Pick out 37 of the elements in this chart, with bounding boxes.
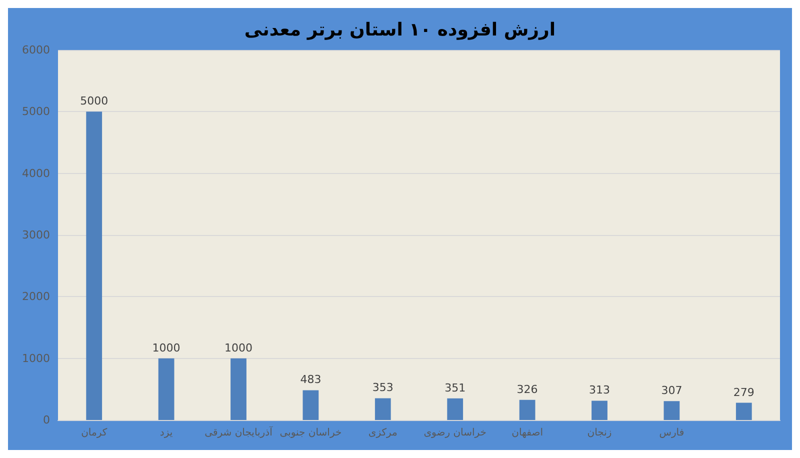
x-tick-label: مرکزی (368, 428, 398, 438)
data-label: 1000 (152, 341, 180, 354)
data-label: 313 (589, 384, 610, 397)
x-tick-label: فارس (659, 428, 684, 438)
data-label: 307 (661, 384, 682, 398)
data-label: 1000 (224, 341, 252, 354)
bar (86, 112, 102, 420)
y-tick-label: 3000 (22, 228, 50, 242)
chart-title: ارزش افزوده ۱۰ استان برتر معدنی (244, 20, 556, 40)
bar (230, 358, 246, 420)
bar (447, 398, 464, 420)
x-tick-label: خراسان رضوی (424, 428, 486, 438)
data-label: 279 (733, 386, 754, 399)
y-tick-label: 1000 (22, 352, 50, 365)
bar (302, 390, 319, 420)
data-label: 351 (444, 381, 466, 394)
x-tick-label: خراسان جنوبی (280, 428, 342, 438)
x-tick-label: اصفهان (512, 428, 543, 438)
bar (664, 401, 680, 420)
y-tick-label: 4000 (22, 166, 50, 180)
bar (519, 400, 536, 420)
data-label: 326 (516, 382, 538, 396)
x-tick-label: زنجان (587, 428, 612, 438)
x-tick-label: یزد (160, 428, 173, 438)
x-tick-label: آذربایجان شرقی (204, 426, 274, 438)
bar (374, 398, 391, 420)
bar (158, 358, 174, 420)
data-label: 5000 (80, 94, 108, 108)
bar (736, 402, 752, 420)
x-tick-label: کرمان (81, 428, 108, 438)
bar (592, 400, 608, 420)
y-tick-label: 5000 (22, 105, 50, 118)
data-label: 483 (300, 373, 322, 386)
data-label: 353 (372, 381, 394, 394)
y-tick-label: 6000 (22, 44, 50, 56)
y-tick-label: 2000 (22, 290, 50, 304)
y-tick-label: 0 (43, 414, 50, 426)
